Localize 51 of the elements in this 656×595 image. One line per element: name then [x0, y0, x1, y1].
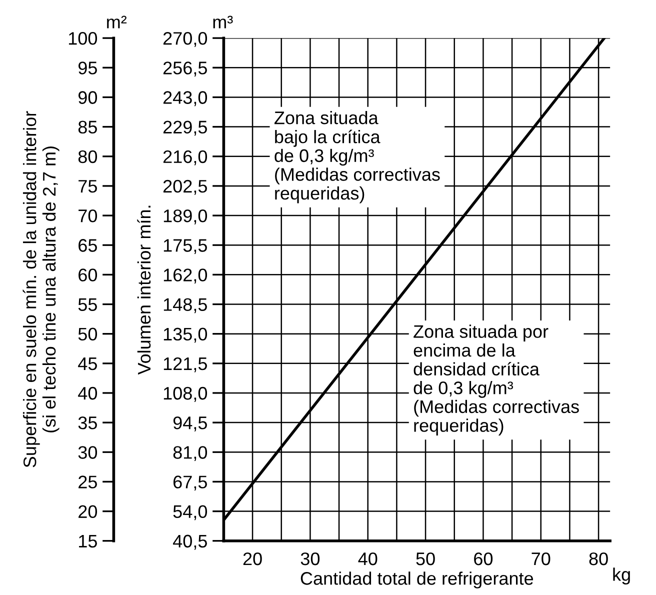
y-tick-label: 229,5 — [163, 120, 207, 136]
y-tick-label: 81,0 — [173, 446, 208, 461]
y-tick-label: 270,0 — [163, 32, 208, 47]
y-tick-label: 67,5 — [174, 476, 207, 491]
y2-tick-label: 25 — [78, 476, 97, 488]
x-tick-label: 30 — [300, 552, 320, 566]
y2-tick-label: 40 — [78, 386, 98, 400]
y-tick-label: 202,5 — [163, 180, 207, 195]
y2-tick-label: 15 — [79, 534, 97, 548]
y2-tick-label: 70 — [78, 209, 98, 222]
x-axis-title: Cantidad total de refrigerante — [300, 572, 534, 588]
x-tick-label: 70 — [532, 552, 550, 566]
y2-tick-label: 65 — [78, 239, 97, 252]
y2-tick-label: 20 — [78, 505, 98, 518]
y-tick-label: 189,0 — [164, 209, 208, 224]
y2-tick-label: 50 — [78, 328, 98, 341]
annotation: Zona situada bajo la crítica de 0,3 kg/m³ (Medidas correctivas requeridas) — [274, 110, 440, 204]
x-tick-label: 40 — [358, 552, 378, 566]
annotation: Zona situada por encima de la densidad crítica de 0,3 kg/m³ (Medidas correctivas requeridas) — [414, 324, 579, 436]
y-tick-label: 108,0 — [164, 386, 208, 402]
y-tick-label: 162,0 — [164, 268, 208, 284]
y-tick-label: 256,5 — [163, 62, 207, 77]
y2-tick-label: 100 — [68, 32, 98, 45]
y-tick-label: 216,0 — [163, 150, 208, 166]
y2-tick-label: 80 — [78, 150, 98, 164]
y-tick-label: 175,5 — [164, 239, 207, 254]
y-tick-label: 40,5 — [173, 534, 207, 550]
y2-tick-label: 75 — [78, 180, 97, 193]
y-tick-label: 148,5 — [164, 298, 207, 314]
y2-tick-label: 55 — [78, 298, 97, 311]
x-tick-label: 20 — [243, 552, 262, 566]
y2-tick-label: 35 — [78, 416, 97, 430]
y-tick-label: 243,0 — [163, 91, 208, 106]
y2-tick-label: 60 — [78, 268, 98, 282]
text: kg — [613, 568, 630, 584]
text: m² — [107, 16, 127, 28]
y-tick-label: 94,5 — [173, 416, 207, 432]
x-tick-label: 80 — [589, 552, 608, 566]
text: m³ — [213, 16, 233, 28]
y2-tick-label: 30 — [78, 446, 98, 459]
x-tick-label: 50 — [416, 552, 435, 566]
y2-tick-label: 85 — [78, 120, 97, 134]
y-axis-title: Volumen interior mín. — [137, 206, 151, 375]
y2-tick-label: 95 — [78, 62, 97, 74]
y2-axis-title: Superficie en suelo mín. de la unidad interior (si el techo tine una altura de 2,7 m) — [22, 111, 60, 468]
y-tick-label: 54,0 — [173, 505, 208, 520]
x-tick-label: 60 — [474, 552, 493, 566]
y-tick-label: 121,5 — [164, 357, 207, 372]
y2-tick-label: 45 — [78, 358, 97, 370]
y-tick-label: 135,0 — [164, 328, 208, 343]
y2-tick-label: 90 — [78, 91, 98, 104]
